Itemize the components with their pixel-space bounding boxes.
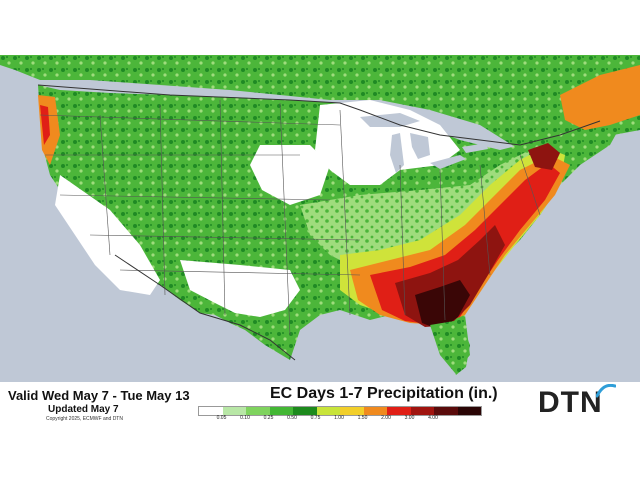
florida (430, 320, 470, 375)
legend-label: 0.10 (240, 415, 250, 421)
state-borders (39, 99, 541, 336)
legend-label: 1.50 (357, 415, 368, 421)
legend-label: 1.00 (334, 415, 344, 421)
color-scale-labels: 0.05 0.10 0.25 0.50 0.75 1.00 1.50 2.00 3.00 4.00 (198, 415, 480, 423)
legend-swatch (199, 407, 223, 415)
maroon-core (415, 280, 470, 330)
legend-label: 2.00 (381, 415, 391, 421)
legend-label: 4.00 (428, 415, 438, 421)
color-scale-bar (198, 406, 482, 416)
map-title: EC Days 1-7 Precipitation (in.) (270, 385, 498, 402)
us-mexico-border (114, 254, 296, 361)
legend-label: 0.05 (216, 415, 227, 421)
lake-erie (430, 155, 466, 169)
legend-swatch (410, 407, 434, 415)
dry-area-plains (250, 145, 330, 205)
legend-swatch (293, 407, 317, 415)
legend-label: 0.75 (310, 415, 321, 421)
canada-northeast-orange (560, 65, 640, 130)
legend-swatch (457, 407, 481, 415)
dry-area-texas (180, 260, 300, 317)
updated-date: Updated May 7 (48, 404, 119, 415)
lake-superior (360, 113, 420, 127)
swoosh-icon (596, 384, 616, 398)
lake-huron (410, 133, 430, 159)
dry-area-southwest (55, 175, 160, 295)
legend-swatch (387, 407, 411, 415)
legend-swatch (246, 407, 270, 415)
us-canada-border (37, 84, 601, 146)
precipitation-map (0, 55, 640, 382)
copyright-notice: Copyright 2025, ECMWF and DTN (46, 416, 123, 422)
legend-swatch (316, 407, 340, 415)
dry-area-lakes (315, 100, 460, 185)
lake-michigan (390, 133, 404, 173)
canada-region (0, 55, 640, 150)
legend-label: 0.50 (287, 415, 297, 421)
legend-swatch (222, 407, 246, 415)
legend-footer: Valid Wed May 7 - Tue May 13 Updated May… (0, 382, 640, 426)
legend-swatch (363, 407, 387, 415)
valid-date-range: Valid Wed May 7 - Tue May 13 (8, 388, 190, 403)
legend-swatch (269, 407, 293, 415)
northeast-dark-red (528, 143, 560, 170)
legend-swatch (434, 407, 458, 415)
dtn-logo: DTN (538, 384, 616, 419)
legend-label: 0.25 (263, 415, 274, 421)
dtn-logo-text: DTN (538, 386, 603, 419)
lake-ontario (462, 143, 488, 153)
legend-swatch (340, 407, 364, 415)
legend-label: 3.00 (404, 415, 415, 421)
